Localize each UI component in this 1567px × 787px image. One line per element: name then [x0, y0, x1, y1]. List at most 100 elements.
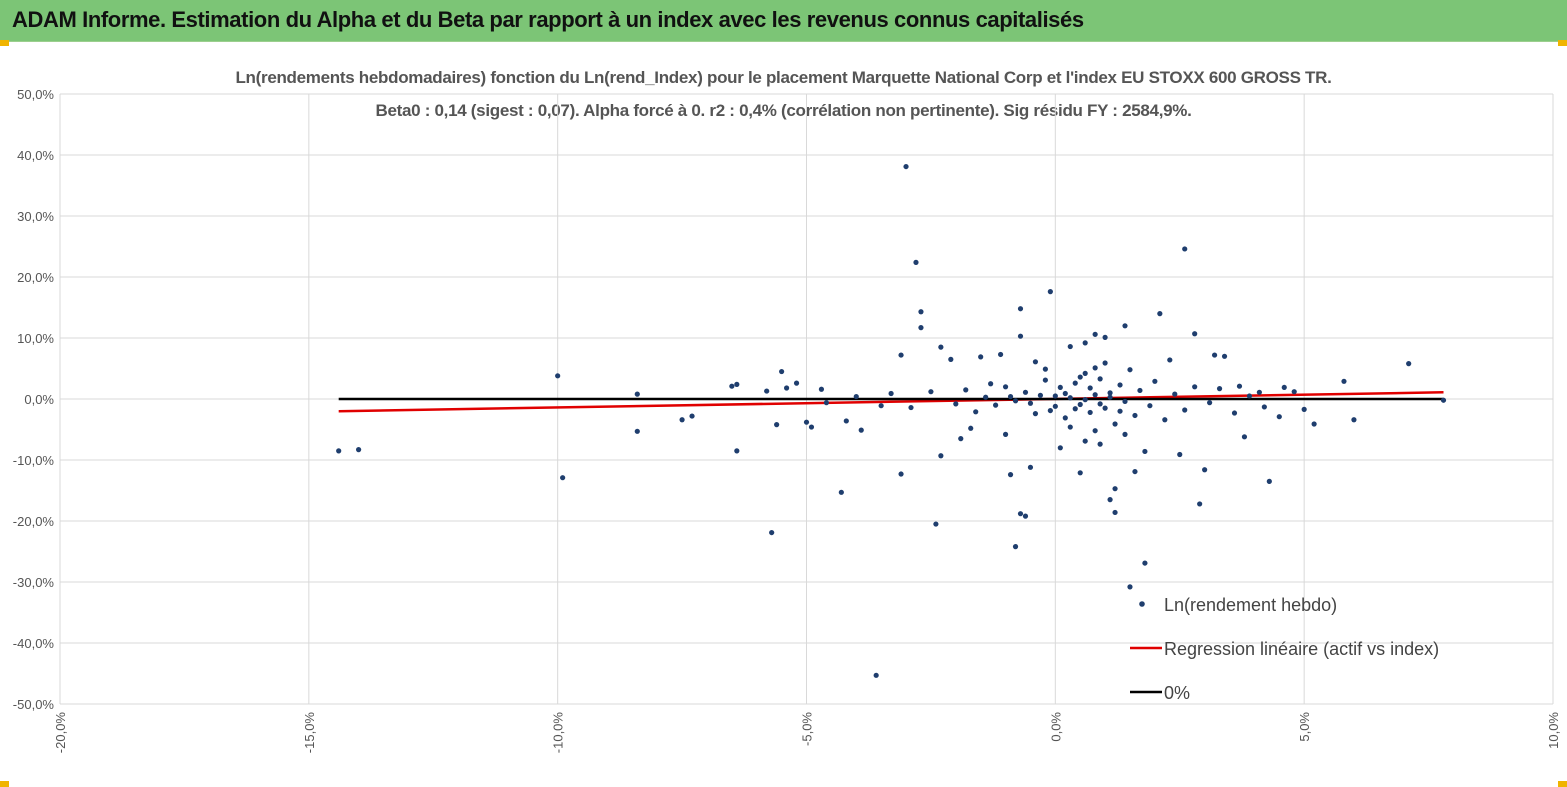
- data-point: [1127, 367, 1133, 373]
- data-point: [1047, 289, 1053, 295]
- data-point: [1097, 376, 1103, 382]
- data-point: [1002, 431, 1009, 437]
- data-point: [1082, 340, 1088, 346]
- data-point: [1102, 405, 1108, 411]
- data-point: [555, 373, 561, 379]
- data-point: [1172, 391, 1178, 397]
- data-point: [958, 436, 964, 442]
- data-point: [1047, 407, 1053, 414]
- data-point: [948, 356, 954, 362]
- data-point: [988, 381, 994, 387]
- data-point: [1236, 383, 1243, 389]
- data-point: [1007, 393, 1014, 400]
- data-point: [1440, 397, 1447, 403]
- data-point: [1142, 560, 1148, 566]
- data-point: [634, 428, 640, 434]
- data-point: [356, 447, 362, 453]
- data-point: [1092, 428, 1098, 434]
- data-point: [1102, 334, 1108, 340]
- data-point: [1162, 417, 1168, 423]
- data-point: [1281, 384, 1287, 391]
- data-point: [1082, 370, 1088, 376]
- data-point: [1152, 378, 1158, 384]
- y-tick-label: 0,0%: [24, 392, 54, 407]
- data-point: [1241, 434, 1248, 440]
- data-point: [888, 390, 894, 397]
- data-point: [1072, 406, 1078, 412]
- data-point: [1092, 365, 1098, 371]
- chart-subtitle: Beta0 : 0,14 (sigest : 0,07). Alpha forc…: [375, 101, 1192, 120]
- x-tick-label: 0,0%: [1048, 712, 1063, 742]
- data-point: [1112, 509, 1118, 516]
- data-point: [993, 402, 999, 408]
- data-point: [1207, 400, 1213, 406]
- y-tick-label: -40,0%: [13, 636, 55, 651]
- data-point: [1057, 384, 1063, 391]
- data-point: [1147, 403, 1153, 409]
- data-point: [1351, 417, 1357, 423]
- y-tick-label: -20,0%: [13, 514, 55, 529]
- x-axis-tick-labels: -20,0% -15,0% -10,0% -5,0% 0,0% 5,0% 10,0%: [53, 712, 1561, 754]
- data-point: [997, 351, 1004, 358]
- data-point: [1077, 374, 1083, 380]
- data-point: [1177, 451, 1183, 458]
- y-tick-label: -50,0%: [13, 697, 55, 712]
- data-point: [938, 453, 944, 459]
- data-point: [1067, 424, 1073, 430]
- data-point: [1077, 470, 1083, 476]
- data-point: [734, 448, 740, 454]
- y-tick-label: 50,0%: [17, 87, 54, 102]
- data-point: [978, 354, 984, 360]
- data-point: [898, 352, 904, 358]
- data-point: [853, 393, 859, 400]
- report-header: ADAM Informe. Estimation du Alpha et du …: [0, 0, 1567, 42]
- legend-marker-scatter: [1139, 601, 1145, 607]
- data-point: [1202, 467, 1208, 473]
- data-point: [843, 418, 849, 424]
- data-point: [908, 404, 914, 411]
- data-point: [1211, 352, 1218, 358]
- data-point: [1097, 441, 1103, 447]
- data-point: [679, 417, 685, 423]
- data-point: [1027, 464, 1034, 470]
- legend: Ln(rendement hebdo) Regression linéaire (…: [1130, 595, 1439, 703]
- data-point: [729, 383, 735, 389]
- y-tick-label: -30,0%: [13, 575, 55, 590]
- data-point: [1117, 408, 1123, 414]
- data-point: [1122, 398, 1128, 405]
- data-point: [1097, 401, 1103, 407]
- data-point: [1192, 384, 1198, 390]
- data-point: [1276, 414, 1282, 420]
- data-point: [764, 388, 770, 394]
- x-tick-label: 10,0%: [1546, 712, 1561, 749]
- data-point: [933, 521, 939, 527]
- data-point: [560, 475, 566, 481]
- data-point: [336, 448, 342, 454]
- data-point: [1042, 377, 1048, 383]
- data-point: [1137, 387, 1143, 394]
- data-point: [1127, 584, 1133, 590]
- data-point: [1107, 390, 1113, 396]
- data-point: [1112, 421, 1118, 427]
- legend-label: 0%: [1164, 683, 1190, 703]
- data-point: [779, 368, 785, 375]
- data-point: [783, 385, 790, 391]
- y-tick-label: 30,0%: [17, 209, 54, 224]
- data-point: [1102, 360, 1108, 366]
- x-tick-label: -15,0%: [302, 712, 317, 754]
- data-point: [1157, 311, 1163, 317]
- y-tick-label: -10,0%: [13, 453, 55, 468]
- data-point: [1072, 380, 1078, 386]
- data-point: [953, 401, 959, 407]
- data-point: [1017, 333, 1024, 339]
- data-point: [1007, 472, 1014, 478]
- data-point: [1052, 393, 1058, 399]
- data-point: [1182, 246, 1188, 252]
- data-point: [1221, 353, 1228, 359]
- data-point: [1197, 501, 1203, 507]
- data-point: [793, 380, 800, 386]
- data-point: [1107, 394, 1113, 400]
- data-point: [1167, 357, 1173, 363]
- data-point: [968, 425, 974, 431]
- data-point: [774, 422, 780, 428]
